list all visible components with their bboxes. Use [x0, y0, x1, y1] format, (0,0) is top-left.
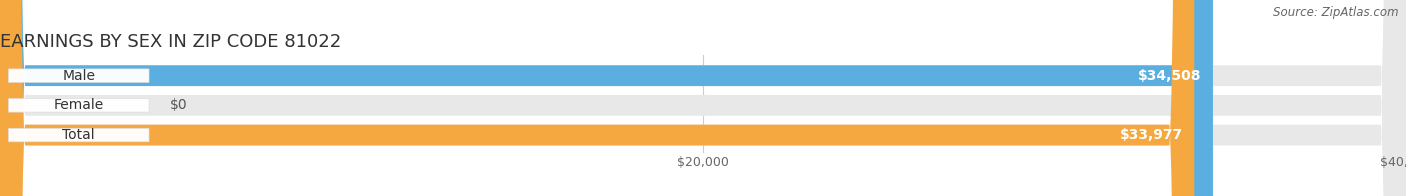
FancyBboxPatch shape: [0, 0, 1213, 196]
Text: Source: ZipAtlas.com: Source: ZipAtlas.com: [1274, 6, 1399, 19]
FancyBboxPatch shape: [8, 99, 149, 112]
Text: $0: $0: [170, 98, 188, 112]
Text: Total: Total: [62, 128, 96, 142]
Text: Male: Male: [62, 69, 96, 83]
Text: $33,977: $33,977: [1121, 128, 1182, 142]
Text: Female: Female: [53, 98, 104, 112]
FancyBboxPatch shape: [8, 69, 149, 83]
Text: $34,508: $34,508: [1139, 69, 1202, 83]
FancyBboxPatch shape: [0, 0, 1194, 196]
Text: EARNINGS BY SEX IN ZIP CODE 81022: EARNINGS BY SEX IN ZIP CODE 81022: [0, 33, 342, 51]
FancyBboxPatch shape: [8, 128, 149, 142]
